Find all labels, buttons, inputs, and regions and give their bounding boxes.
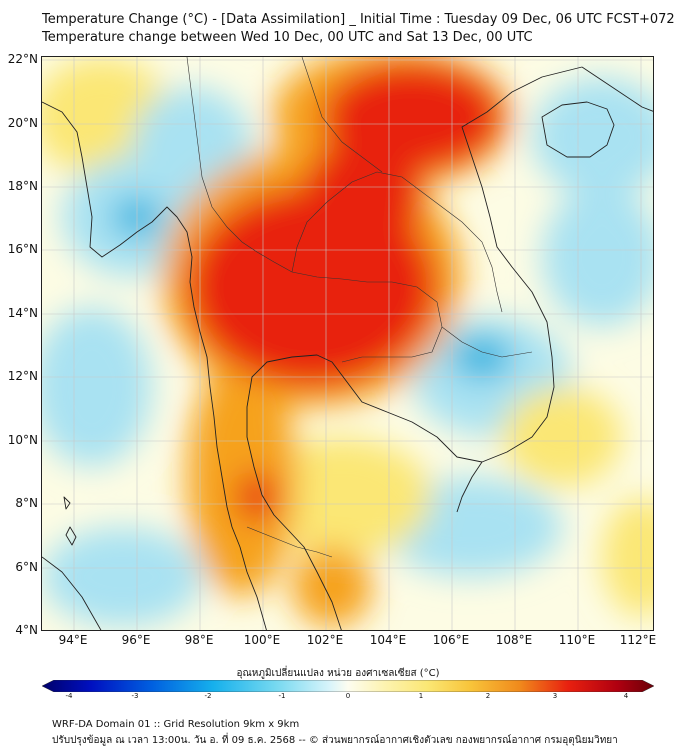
colorbar-tick-label: 3 (552, 692, 558, 700)
colorbar-tick-label: 0 (345, 692, 351, 700)
map-title-line1: Temperature Change (°C) - [Data Assimila… (42, 12, 675, 27)
warm-patch-gulf (252, 437, 432, 557)
lon-label-112e: 112°E (619, 633, 657, 647)
map-panel[interactable] (41, 56, 654, 631)
warm-region-peninsula (187, 357, 297, 597)
lon-label-108e: 108°E (495, 633, 533, 647)
lat-label-18n: 18°N (7, 179, 38, 193)
cold-spot-cambodia (452, 335, 512, 379)
colorbar-gradient (42, 680, 654, 692)
temperature-change-map (42, 57, 653, 630)
warm-patch-far-southeast (602, 497, 653, 617)
colorbar-tick-label: -2 (204, 692, 212, 700)
hot-spot-peninsula (237, 472, 277, 522)
cool-patch-east (542, 187, 653, 327)
lon-label-110e: 110°E (558, 633, 596, 647)
colorbar-tick-label: 2 (485, 692, 491, 700)
model-info: WRF-DA Domain 01 :: Grid Resolution 9km … (52, 719, 300, 730)
country-borders (186, 57, 533, 558)
map-title-line2: Temperature change between Wed 10 Dec, 0… (42, 30, 533, 45)
colorbar (42, 680, 654, 692)
lat-label-22n: 22°N (7, 52, 38, 66)
lat-label-20n: 20°N (7, 116, 38, 130)
copyright-note: ปรับปรุงข้อมูล ณ เวลา 13:00น. วัน อ. ที่… (52, 735, 618, 746)
colorbar-tick-label: -4 (65, 692, 73, 700)
warm-region-malaysia (292, 547, 372, 627)
colorbar-tick-label: -3 (131, 692, 139, 700)
lat-label-4n: 4°N (15, 623, 38, 637)
lon-label-102e: 102°E (306, 633, 344, 647)
colorbar-tick-label: 4 (623, 692, 629, 700)
lat-label-10n: 10°N (7, 433, 38, 447)
cool-patch-andaman (42, 307, 152, 467)
graticule (42, 57, 653, 630)
coastlines (42, 66, 653, 630)
lat-label-14n: 14°N (7, 306, 38, 320)
lat-label-12n: 12°N (7, 369, 38, 383)
lon-label-106e: 106°E (432, 633, 470, 647)
colorbar-title: อุณหภูมิเปลี่ยนแปลง หน่วย องศาเซลเซียส (… (236, 668, 440, 679)
lat-label-6n: 6°N (15, 560, 38, 574)
hot-bridge-laos (302, 137, 422, 257)
cool-patch-southwest (42, 527, 202, 627)
lon-label-94e: 94°E (58, 633, 88, 647)
lon-label-96e: 96°E (121, 633, 151, 647)
lon-label-98e: 98°E (184, 633, 214, 647)
colorbar-tick-label: -1 (278, 692, 286, 700)
lat-label-16n: 16°N (7, 242, 38, 256)
warm-patch-southeast (502, 387, 622, 487)
lon-label-100e: 100°E (243, 633, 281, 647)
cool-patch-northeast (532, 77, 653, 197)
lon-label-104e: 104°E (369, 633, 407, 647)
lat-label-8n: 8°N (15, 496, 38, 510)
colorbar-tick-label: 1 (418, 692, 424, 700)
